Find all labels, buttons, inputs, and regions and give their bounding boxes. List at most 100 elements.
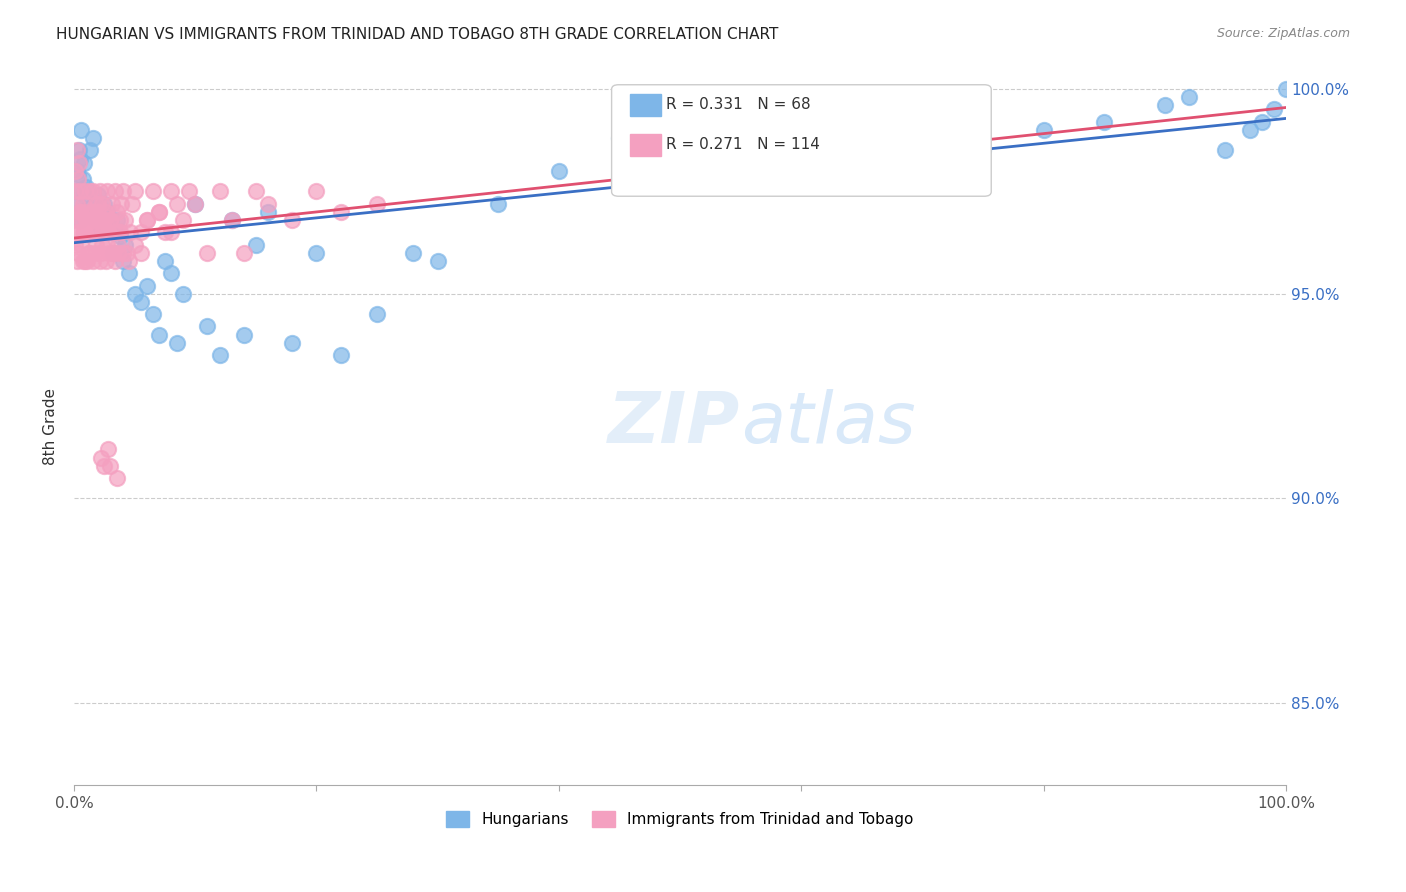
Point [184, 196, 207, 211]
Point [80, 213, 103, 227]
Point [105, 213, 128, 227]
Point [91, 225, 114, 239]
Point [118, 225, 141, 239]
Point [110, 196, 132, 211]
Point [1032, 123, 1054, 137]
Point [66, 196, 89, 211]
Point [305, 185, 328, 199]
Text: R = 0.331   N = 68: R = 0.331 N = 68 [666, 97, 811, 112]
Point [65, 144, 87, 158]
Point [135, 213, 157, 227]
Point [87, 196, 110, 211]
Point [97, 225, 120, 239]
Point [67, 144, 90, 158]
Point [89, 254, 111, 268]
Point [108, 225, 131, 239]
Point [124, 237, 146, 252]
Point [129, 225, 152, 239]
Point [65, 185, 87, 199]
Point [142, 185, 165, 199]
Point [76, 213, 98, 227]
Point [101, 245, 124, 260]
Point [73, 188, 96, 202]
Point [91, 237, 114, 252]
Point [108, 225, 131, 239]
Point [1215, 144, 1237, 158]
Point [1239, 123, 1261, 137]
Point [82, 204, 104, 219]
Point [1250, 114, 1272, 128]
Point [66, 172, 89, 186]
Text: HUNGARIAN VS IMMIGRANTS FROM TRINIDAD AND TOBAGO 8TH GRADE CORRELATION CHART: HUNGARIAN VS IMMIGRANTS FROM TRINIDAD AN… [56, 27, 779, 42]
Point [69, 204, 91, 219]
Point [83, 213, 105, 227]
Point [73, 155, 96, 169]
Point [76, 254, 98, 268]
Point [129, 245, 152, 260]
Point [69, 213, 91, 227]
Point [94, 204, 117, 219]
Point [911, 114, 934, 128]
Point [257, 196, 280, 211]
Point [77, 245, 100, 260]
Point [66, 196, 89, 211]
Point [232, 327, 254, 342]
Point [111, 245, 134, 260]
Point [101, 245, 124, 260]
Point [366, 307, 388, 321]
Y-axis label: 8th Grade: 8th Grade [44, 388, 58, 466]
Point [90, 245, 112, 260]
Point [63, 185, 86, 199]
Point [70, 213, 93, 227]
Point [87, 204, 110, 219]
Point [82, 204, 104, 219]
Point [148, 204, 170, 219]
Point [486, 196, 509, 211]
Point [1153, 98, 1175, 112]
Point [111, 185, 134, 199]
Point [1275, 82, 1298, 96]
Point [75, 213, 97, 227]
Point [65, 213, 87, 227]
Point [70, 123, 93, 137]
Point [91, 196, 114, 211]
Point [121, 196, 143, 211]
Point [184, 196, 207, 211]
Point [105, 204, 128, 219]
Point [66, 245, 89, 260]
Point [101, 245, 124, 260]
Point [305, 245, 328, 260]
Point [73, 254, 96, 268]
Point [153, 225, 176, 239]
Point [221, 213, 243, 227]
Point [75, 180, 97, 194]
Point [1263, 103, 1285, 117]
Point [80, 225, 103, 239]
Point [100, 458, 122, 473]
Point [96, 185, 118, 199]
Point [117, 266, 139, 280]
Point [851, 123, 873, 137]
Point [73, 225, 96, 239]
Point [547, 164, 569, 178]
Point [160, 185, 183, 199]
Point [366, 196, 388, 211]
Point [96, 237, 118, 252]
Point [197, 319, 219, 334]
Point [69, 185, 91, 199]
Point [79, 144, 101, 158]
Point [135, 213, 157, 227]
Point [208, 348, 231, 362]
Point [91, 225, 114, 239]
Point [69, 152, 91, 166]
Point [329, 204, 352, 219]
Point [730, 155, 752, 169]
Point [179, 185, 201, 199]
Point [105, 471, 128, 485]
Point [65, 164, 87, 178]
Point [67, 225, 90, 239]
Point [135, 278, 157, 293]
Point [69, 204, 91, 219]
Point [245, 185, 267, 199]
Point [93, 458, 115, 473]
